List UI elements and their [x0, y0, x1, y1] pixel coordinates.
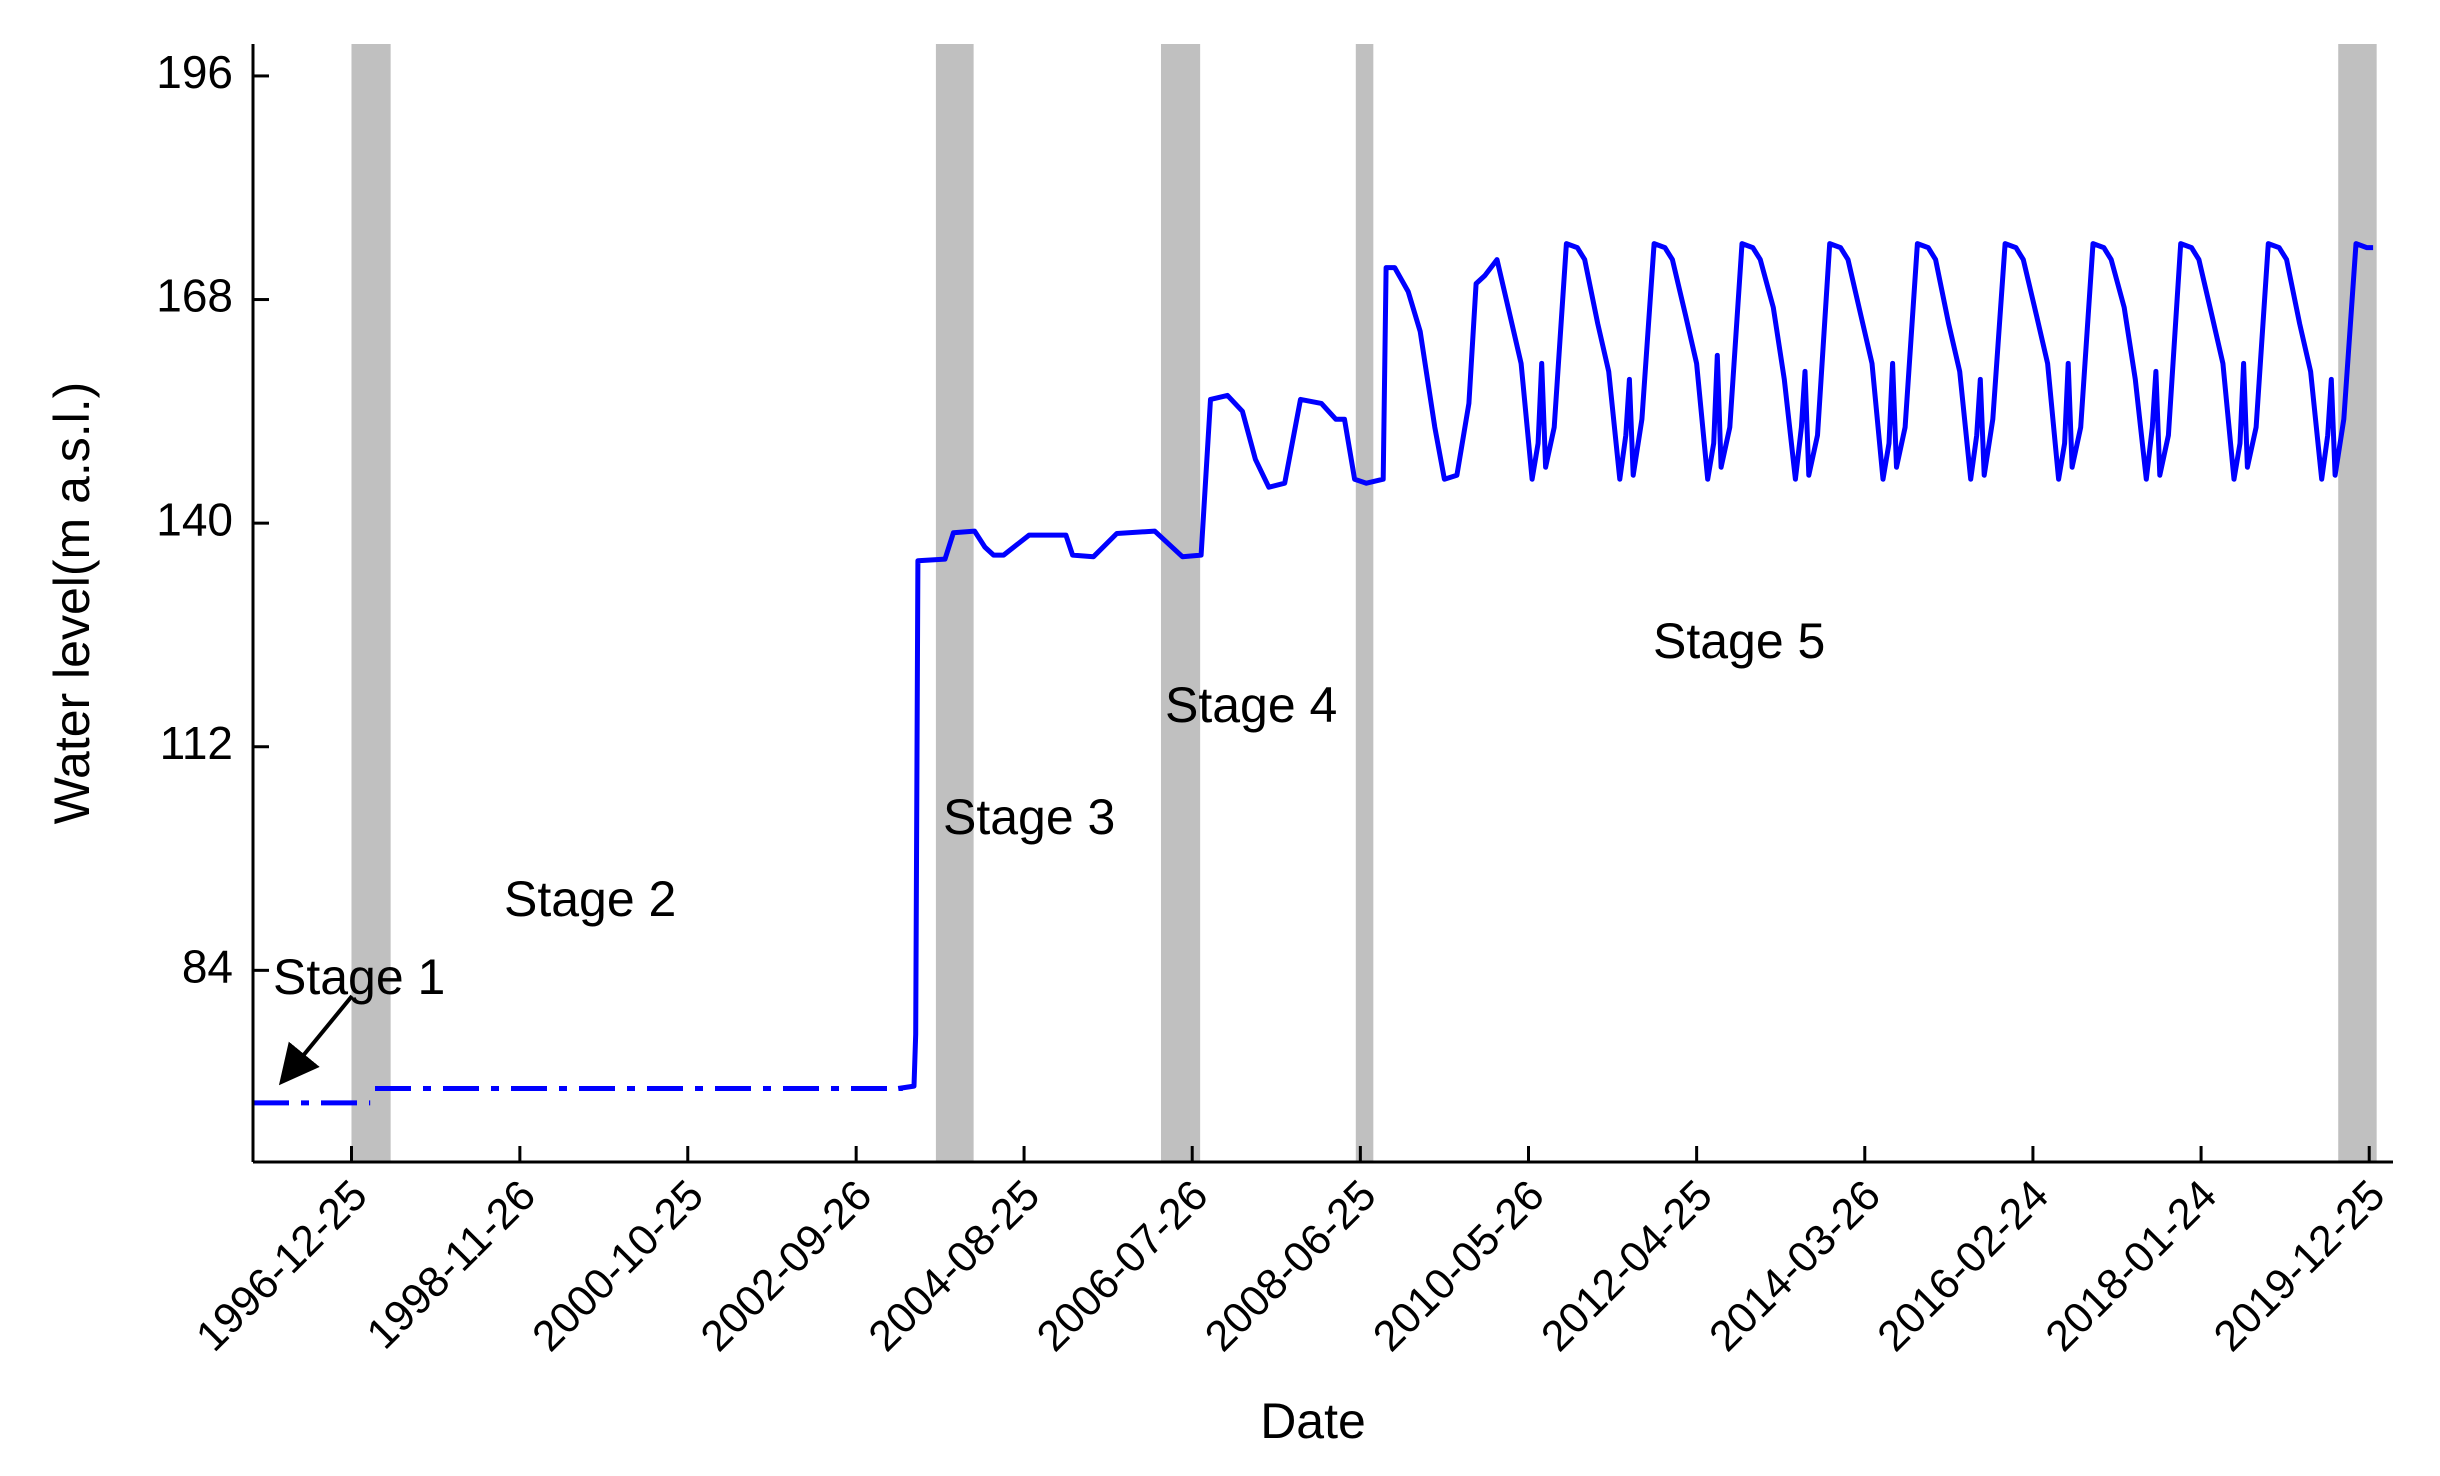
x-tick-label: 2014-03-26 [1700, 1171, 1889, 1360]
x-tick-label: 2002-09-26 [692, 1171, 881, 1360]
stage1-arrow [278, 994, 354, 1086]
shaded-period [1160, 44, 1201, 1162]
water-level-line [253, 1086, 903, 1106]
shaded-period [935, 44, 974, 1162]
stage-label: Stage 1 [273, 949, 445, 1005]
shaded-period [1355, 44, 1374, 1162]
x-tick-label: 2000-10-25 [523, 1171, 712, 1360]
x-tick-label: 1996-12-25 [187, 1171, 376, 1360]
stage-label: Stage 4 [1165, 677, 1337, 733]
x-tick-label: 2012-04-25 [1532, 1171, 1721, 1360]
y-tick-label: 168 [156, 270, 233, 322]
shaded-periods [351, 44, 2377, 1162]
stage-label: Stage 2 [504, 871, 676, 927]
shaded-period [351, 44, 391, 1162]
x-tick-label: 2010-05-26 [1364, 1171, 1553, 1360]
y-tick-label: 112 [160, 717, 233, 769]
y-tick-label: 84 [182, 940, 233, 992]
y-tick-label: 140 [156, 493, 233, 545]
y-tick-label: 196 [156, 46, 233, 98]
x-tick-label: 2018-01-24 [2037, 1171, 2226, 1360]
x-axis-title: Date [1260, 1393, 1366, 1449]
water-level-line [897, 241, 2374, 1091]
stage-label: Stage 5 [1653, 613, 1825, 669]
x-tick-label: 2019-12-25 [2205, 1171, 2394, 1360]
x-tick-label: 2008-06-25 [1196, 1171, 1385, 1360]
y-axis-title: Water level(m a.s.l.) [44, 382, 100, 825]
x-tick-label: 2016-02-24 [1869, 1171, 2058, 1360]
shaded-period [2338, 44, 2377, 1162]
x-tick-label: 1998-11-26 [358, 1171, 545, 1358]
stage-label: Stage 3 [943, 789, 1115, 845]
lines [253, 241, 2374, 1106]
x-tick-label: 2004-08-25 [860, 1171, 1049, 1360]
x-tick-label: 2006-07-26 [1028, 1171, 1217, 1360]
annotations: Stage 1 Stage 2 Stage 3 Stage 4 Stage 5 [273, 613, 1825, 1005]
